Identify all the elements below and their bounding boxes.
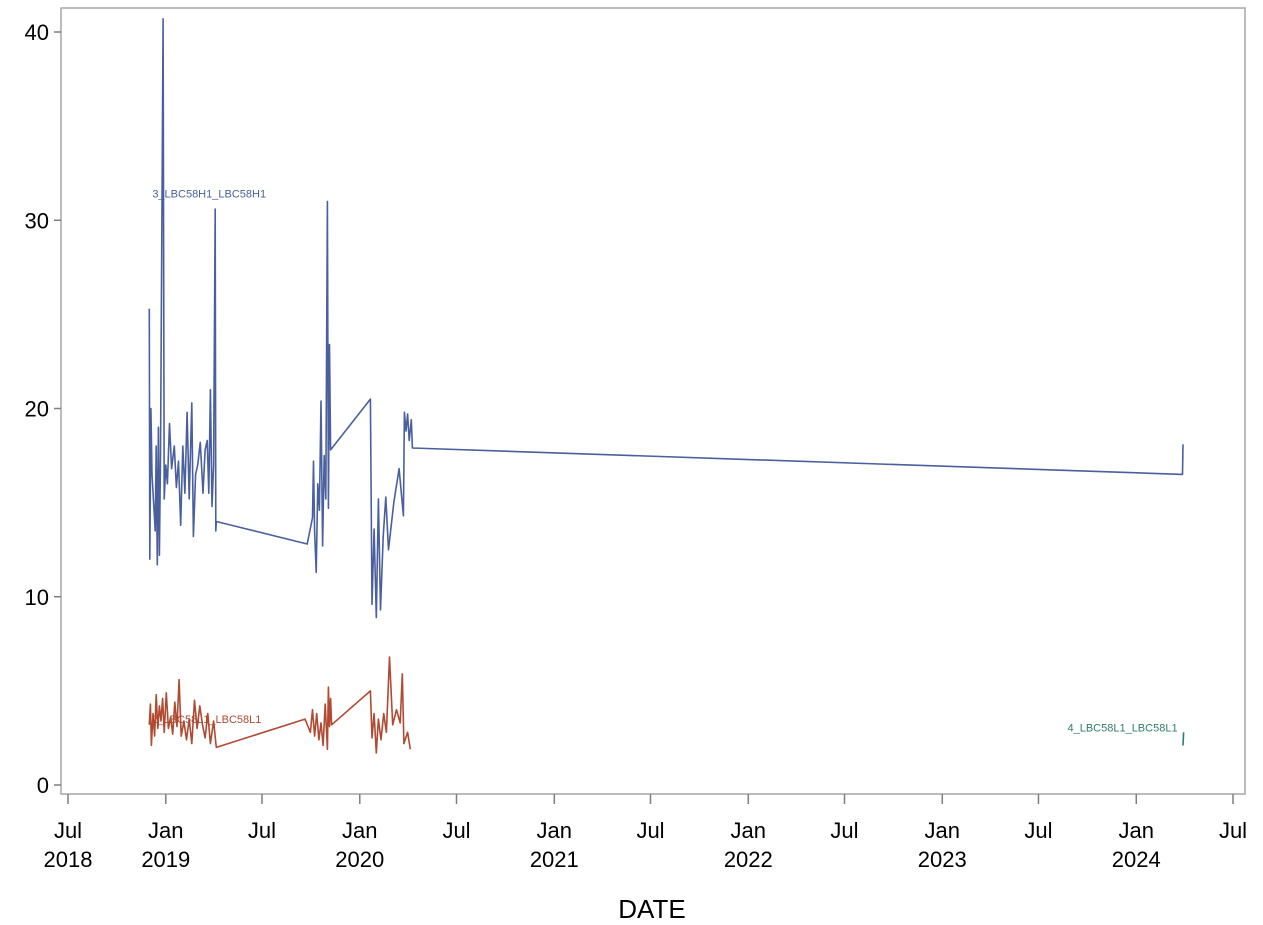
x-tick-label-year: 2019: [141, 847, 190, 872]
x-tick-label-month: Jan: [731, 818, 766, 843]
x-tick-label-month: Jan: [1119, 818, 1154, 843]
series-line: [148, 656, 412, 754]
x-tick-label-month: Jul: [442, 818, 470, 843]
x-tick-label-month: Jan: [537, 818, 572, 843]
x-tick-label-month: Jan: [148, 818, 183, 843]
x-tick-label-year: 2021: [530, 847, 579, 872]
series-label-layer: 3_LBC58H1_LBC58H1 2_LBC58L1_LBC58L1 4_LBC5…: [151, 189, 1177, 735]
x-tick-label-year: 2018: [44, 847, 93, 872]
x-tick-label-year: 2022: [724, 847, 773, 872]
y-tick-label: 40: [25, 20, 49, 45]
x-tick-label-year: 2024: [1112, 847, 1161, 872]
series-label: 4_LBC58L1_LBC58L1: [1067, 722, 1177, 734]
y-tick-label: 10: [25, 585, 49, 610]
x-tick-label-year: 2023: [918, 847, 967, 872]
x-axis: Jul 2018 Jan 2019 Jul Jan 2020 Jul Jan 2021 Jul Jan…: [44, 794, 1247, 872]
series-label: 3_LBC58H1_LBC58H1: [152, 189, 266, 201]
x-tick-label-month: Jan: [342, 818, 377, 843]
plot-frame: [60, 7, 1246, 795]
x-tick-label-month: Jul: [830, 818, 858, 843]
x-tick-label-year: 2020: [335, 847, 384, 872]
series-line: [1182, 732, 1185, 746]
y-tick-label: 20: [25, 397, 49, 422]
series-line: [148, 17, 1184, 619]
series-layer: [148, 17, 1185, 754]
y-tick-label: 30: [25, 208, 49, 233]
y-axis: 0 10 20 30 40: [25, 20, 61, 798]
x-tick-label-month: Jul: [248, 818, 276, 843]
x-tick-label-month: Jul: [636, 818, 664, 843]
x-tick-label-month: Jul: [54, 818, 82, 843]
y-tick-label: 0: [37, 773, 49, 798]
x-axis-title: DATE: [618, 894, 685, 924]
series-label: 2_LBC58L1_LBC58L1: [151, 714, 261, 726]
x-tick-label-month: Jan: [925, 818, 960, 843]
x-tick-label-month: Jul: [1219, 818, 1247, 843]
x-tick-label-month: Jul: [1024, 818, 1052, 843]
